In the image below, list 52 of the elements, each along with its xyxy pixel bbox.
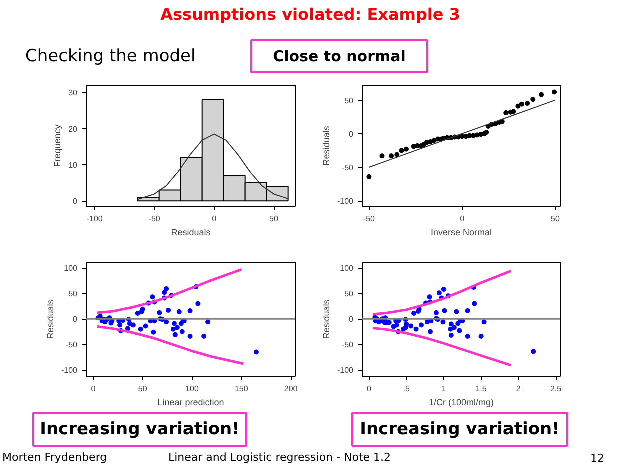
x-axis-title: Inverse Normal	[430, 228, 492, 238]
y-tick-label: 100	[340, 264, 354, 274]
y-tick-label: -100	[61, 366, 78, 376]
y-tick-label: 0	[73, 315, 78, 324]
x-axis-title: 1/Cr (100ml/mg)	[428, 398, 494, 408]
y-tick-label: -50	[66, 340, 78, 350]
y-tick-label: 0	[73, 197, 78, 206]
x-tick-label: 0	[91, 384, 96, 394]
x-tick-label: 200	[284, 384, 298, 394]
text: Close to normal	[273, 48, 406, 66]
y-axis-title: Frequency	[52, 124, 63, 168]
y-tick-label: 30	[68, 88, 78, 98]
x-axis-title: Linear prediction	[158, 398, 224, 408]
y-tick-label: 0	[349, 315, 354, 324]
x-tick-label: -100	[86, 214, 104, 224]
x-tick-label: 150	[234, 384, 249, 394]
x-tick-label: 0	[212, 214, 218, 224]
y-tick-label: 50	[68, 290, 78, 299]
text: Assumptions violated: Example 3	[160, 5, 460, 24]
x-tick-label: 1	[442, 384, 447, 394]
x-tick-label: 50	[138, 384, 148, 394]
x-tick-label: -50	[363, 214, 376, 224]
y-tick-label: -50	[342, 340, 354, 350]
x-tick-label: 50	[551, 214, 560, 224]
x-tick-label: 100	[186, 384, 200, 394]
y-axis-title: Residuals	[45, 299, 56, 340]
y-tick-label: 20	[68, 124, 78, 134]
x-tick-label: 50	[270, 214, 280, 224]
x-tick-label: 0	[460, 214, 466, 224]
y-tick-label: 10	[68, 160, 78, 170]
y-axis-title: Residuals	[321, 299, 332, 340]
text: Checking the model	[26, 46, 196, 66]
y-tick-label: -100	[337, 197, 354, 206]
text: 12	[590, 452, 605, 465]
x-axis-title: Residuals	[171, 228, 212, 238]
text: Increasing variation!	[360, 420, 560, 440]
x-tick-label: 2	[516, 384, 522, 394]
y-tick-label: 0	[349, 130, 354, 139]
x-tick-label: 0	[367, 384, 372, 394]
text: Linear and Logistic regression - Note 1.2	[168, 451, 392, 464]
y-tick-label: 50	[344, 290, 354, 299]
x-tick-label: 2.5	[550, 384, 562, 394]
y-tick-label: 50	[344, 96, 354, 106]
x-tick-label: -50	[148, 214, 161, 224]
y-tick-label: -100	[337, 366, 354, 376]
x-tick-label: .5	[403, 384, 410, 394]
y-axis-title: Residuals	[321, 126, 332, 166]
text: Morten Frydenberg	[2, 451, 108, 464]
x-tick-label: 1.5	[476, 384, 488, 394]
y-tick-label: -50	[342, 164, 354, 173]
y-tick-label: 100	[64, 264, 78, 274]
text: Increasing variation!	[40, 420, 240, 440]
